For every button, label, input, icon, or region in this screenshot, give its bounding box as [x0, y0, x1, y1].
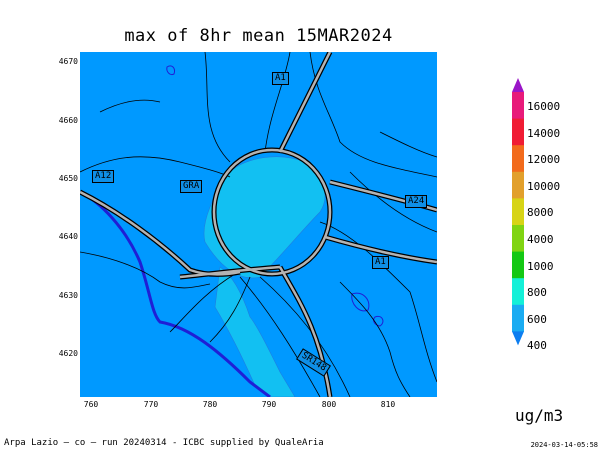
sea-area: [80, 192, 270, 397]
road-label-a1: A1: [272, 72, 289, 85]
lake: [351, 292, 370, 312]
colorbar-label: 10000: [527, 180, 561, 193]
colorbar-segment: [512, 225, 524, 253]
concentration-map: [80, 52, 437, 397]
colorbar-svg: [512, 78, 524, 346]
colorbar-label: 16000: [527, 100, 561, 113]
sr148-road: [278, 266, 332, 397]
y-tick: 4630: [58, 291, 78, 300]
gra-ring-road: [212, 148, 332, 276]
x-tick: 810: [380, 400, 396, 409]
concentration-plume: [203, 156, 326, 279]
a1-north-motorway: [278, 52, 332, 153]
colorbar-label: 1000: [527, 260, 554, 273]
concentration-plume-south: [214, 266, 296, 397]
colorbar-segment: [512, 92, 524, 120]
colorbar-segment: [512, 171, 524, 199]
timestamp: 2024-03-14-05:58: [530, 441, 598, 449]
coastline: [80, 190, 271, 397]
colorbar-label: 800: [527, 286, 547, 299]
a24-motorway: [329, 180, 437, 212]
colorbar-label: 14000: [527, 127, 561, 140]
boundaries: [80, 52, 437, 397]
map-canvas: [80, 52, 437, 397]
colorbar-bottom-arrow: [512, 331, 524, 346]
y-tick: 4670: [58, 57, 78, 66]
x-tick: 800: [321, 400, 337, 409]
y-tick: 4660: [58, 116, 78, 125]
colorbar-label: 600: [527, 313, 547, 326]
colorbar-label: 8000: [527, 206, 554, 219]
a1-east-motorway: [324, 235, 437, 264]
colorbar-top-arrow: [512, 78, 524, 92]
x-tick: 770: [143, 400, 159, 409]
colorbar-segment: [512, 145, 524, 173]
colorbar-label: 400: [527, 339, 547, 352]
road-label-a12: A12: [92, 170, 115, 183]
lake: [166, 65, 175, 75]
airport-motorway: [179, 265, 281, 279]
road-label-a1-east: A1: [372, 256, 389, 269]
colorbar-segment: [512, 304, 524, 332]
x-tick: 790: [261, 400, 277, 409]
map-title: max of 8hr mean 15MAR2024: [124, 26, 393, 46]
colorbar: [512, 78, 524, 378]
colorbar-segment: [512, 198, 524, 226]
road-label-gra: GRA: [180, 180, 203, 193]
x-tick: 780: [202, 400, 218, 409]
motorways: [80, 52, 437, 397]
y-tick: 4620: [58, 349, 78, 358]
colorbar-segment: [512, 251, 524, 279]
colorbar-label: 12000: [527, 153, 561, 166]
units-label: ug/m3: [515, 406, 564, 425]
road-label-a24: A24: [405, 195, 428, 208]
colorbar-segment: [512, 118, 524, 146]
x-tick: 760: [83, 400, 99, 409]
a12-motorway: [80, 190, 241, 276]
colorbar-label: 4000: [527, 233, 554, 246]
colorbar-segment: [512, 278, 524, 306]
y-tick: 4650: [58, 174, 78, 183]
footer-caption: Arpa Lazio — co — run 20240314 - ICBC su…: [4, 438, 324, 448]
y-tick: 4640: [58, 232, 78, 241]
